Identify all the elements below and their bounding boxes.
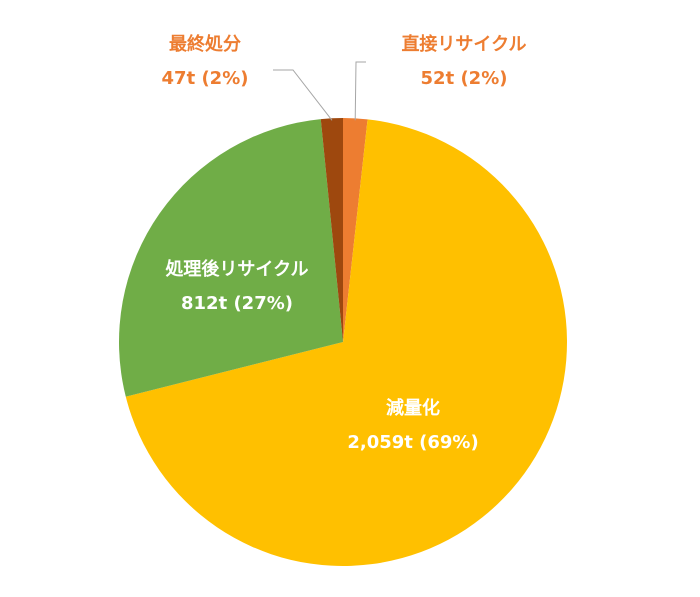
leader-line-direct-recycle [354, 61, 366, 121]
pie-slice-direct-recycle [343, 118, 368, 342]
slice-label-value-direct-recycle: 52t (2%) [421, 68, 508, 89]
slice-label-value-reduction: 2,059t (69%) [347, 432, 478, 453]
slice-label-name-direct-recycle: 直接リサイクル [401, 33, 526, 55]
pie-slice-final-disposal [320, 118, 343, 342]
slice-label-value-final-disposal: 47t (2%) [162, 68, 249, 89]
slice-label-name-reduction: 減量化 [386, 397, 440, 419]
pie-slice-post-process-recycle [119, 119, 343, 397]
pie-slice-reduction [125, 119, 568, 566]
slice-label-name-final-disposal: 最終処分 [169, 33, 241, 55]
slice-label-value-post-process-recycle: 812t (27%) [181, 293, 293, 314]
slice-label-name-post-process-recycle: 処理後リサイクル [165, 258, 308, 280]
leader-lines [273, 61, 366, 121]
leader-line-final-disposal [273, 69, 333, 121]
pie-slices [119, 118, 568, 566]
